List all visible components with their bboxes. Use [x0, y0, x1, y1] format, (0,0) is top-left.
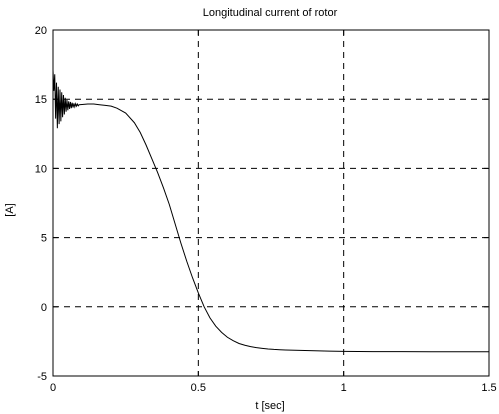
y-tick-label: 20 [35, 25, 47, 37]
y-tick-label: 5 [41, 233, 47, 245]
plot-area [52, 29, 490, 377]
chart-title: Longitudinal current of rotor [203, 7, 338, 19]
y-tick-label: -5 [37, 371, 47, 383]
x-tick-label: 0 [50, 382, 56, 394]
x-axis-label: t [sec] [255, 400, 284, 412]
y-tick-label: 10 [35, 163, 47, 175]
y-tick-label: 15 [35, 94, 47, 106]
grid-lines [53, 30, 489, 376]
x-tick-label: 1 [341, 382, 347, 394]
y-axis-label: [A] [4, 203, 16, 216]
y-tick-label: 0 [41, 302, 47, 314]
series-line [52, 70, 489, 353]
x-tick-label: 1.5 [481, 382, 496, 394]
x-tick-label: 0.5 [191, 382, 206, 394]
axis-ticks [52, 29, 490, 377]
